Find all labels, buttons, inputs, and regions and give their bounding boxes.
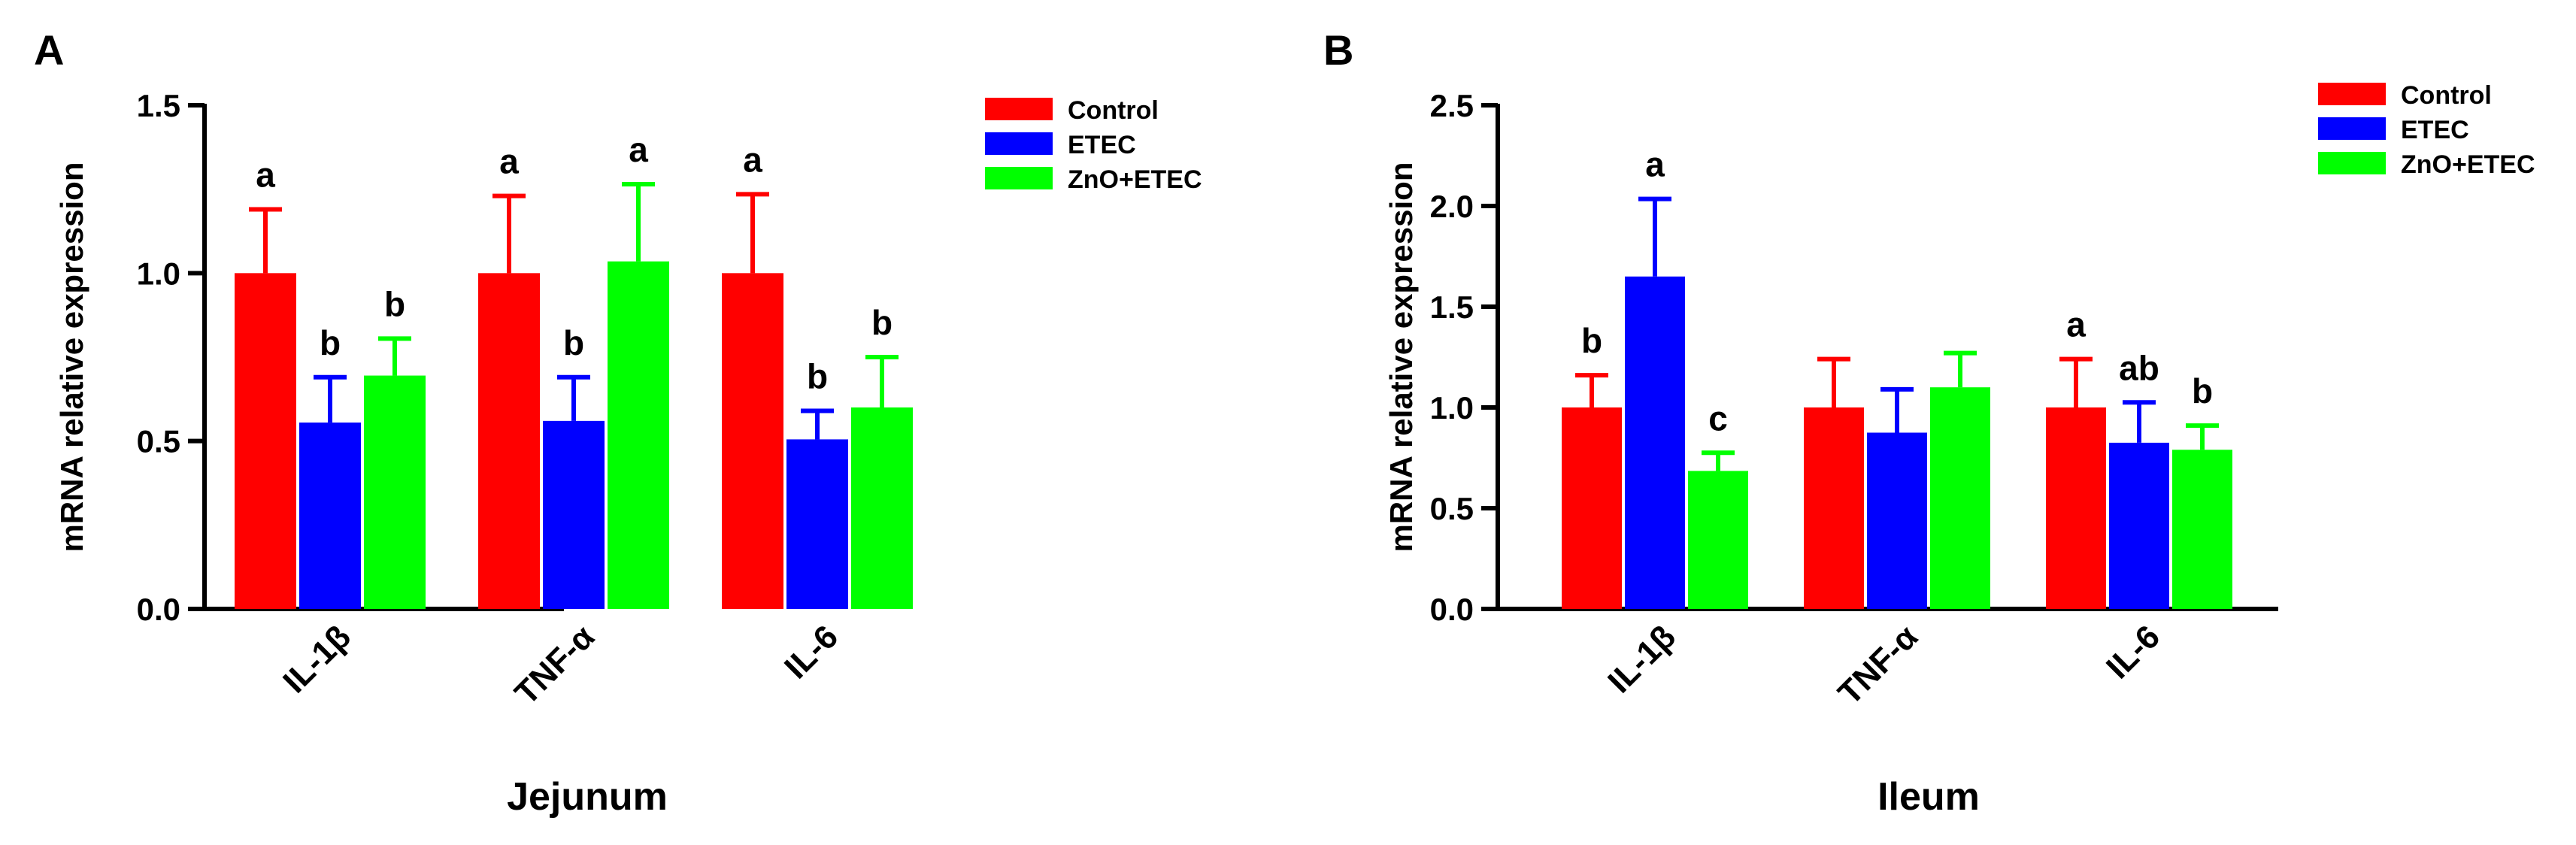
bar [1625, 276, 1685, 609]
bar [1562, 407, 1622, 609]
significance-letter: b [2192, 371, 2213, 410]
significance-letter: a [743, 140, 762, 179]
significance-letter: ab [2119, 348, 2159, 387]
legend-label: Control [1068, 96, 1159, 125]
bar [299, 422, 361, 609]
bar [608, 261, 669, 609]
x-tick-label: TNF-α [508, 618, 602, 712]
bar [2172, 450, 2232, 609]
y-tick-label: 1.0 [1430, 390, 1474, 426]
significance-letter: c [1708, 398, 1728, 438]
x-tick-label: IL-6 [2099, 618, 2167, 686]
bar [235, 273, 296, 609]
legend-swatch [985, 132, 1053, 155]
bar [2046, 407, 2106, 609]
chart-panel-b: B 0.0 0.5 1.0 1.5 2.0 2.5 mRNA relative express… [1323, 26, 2535, 819]
significance-letter: b [807, 356, 828, 395]
significance-letter: b [563, 323, 584, 362]
y-tick-label: 1.5 [137, 88, 180, 123]
significance-letter: b [1581, 321, 1602, 360]
legend-label: ZnO+ETEC [2401, 150, 2535, 179]
panel-label: B [1323, 26, 1353, 74]
y-tick-label: 0.5 [1430, 491, 1474, 526]
y-tick-label: 0.0 [137, 592, 180, 627]
legend-swatch [2318, 117, 2386, 140]
bar [364, 375, 426, 609]
significance-letter: b [320, 323, 341, 362]
bar [722, 273, 783, 609]
bar [1804, 407, 1864, 609]
x-tick-label: IL-1β [1601, 618, 1683, 700]
bar [851, 407, 913, 609]
legend-swatch [985, 98, 1053, 120]
y-tick-label: 1.0 [137, 256, 180, 291]
bar [1688, 471, 1748, 609]
bar [478, 273, 540, 609]
significance-letter: a [1645, 145, 1665, 184]
legend-swatch [985, 167, 1053, 189]
y-axis-title: mRNA relative expression [1383, 162, 1419, 553]
significance-letter: a [499, 142, 519, 181]
legend-label: ETEC [2401, 116, 2469, 144]
panel-label: A [34, 26, 64, 74]
bar [1867, 432, 1927, 609]
significance-letter: a [629, 130, 648, 169]
y-axis-title: mRNA relative expression [54, 162, 89, 553]
legend-swatch [2318, 83, 2386, 105]
x-tick-label: TNF-α [1831, 618, 1925, 712]
significance-letter: a [2066, 305, 2086, 344]
significance-letter: b [871, 303, 893, 342]
legend-label: ETEC [1068, 131, 1136, 159]
x-axis-title: Ileum [1877, 775, 1980, 819]
y-tick-label: 2.5 [1430, 88, 1474, 123]
legend-label: Control [2401, 81, 2492, 110]
bar [543, 420, 605, 609]
bar [2109, 442, 2169, 609]
significance-letter: b [384, 284, 405, 323]
chart-panel-a: A 0.0 0.5 1.0 1.5 mRNA relative expression a b b… [34, 26, 1202, 819]
legend-swatch [2318, 152, 2386, 174]
bar [1930, 387, 1990, 609]
significance-letter: a [256, 155, 275, 194]
y-tick-label: 2.0 [1430, 189, 1474, 224]
y-tick-label: 0.5 [137, 424, 180, 459]
x-tick-label: IL-6 [777, 618, 845, 686]
y-tick-label: 1.5 [1430, 289, 1474, 325]
bar [786, 439, 848, 609]
x-axis-title: Jejunum [507, 775, 668, 819]
x-tick-label: IL-1β [276, 618, 358, 700]
legend-label: ZnO+ETEC [1068, 165, 1202, 194]
y-tick-label: 0.0 [1430, 592, 1474, 627]
